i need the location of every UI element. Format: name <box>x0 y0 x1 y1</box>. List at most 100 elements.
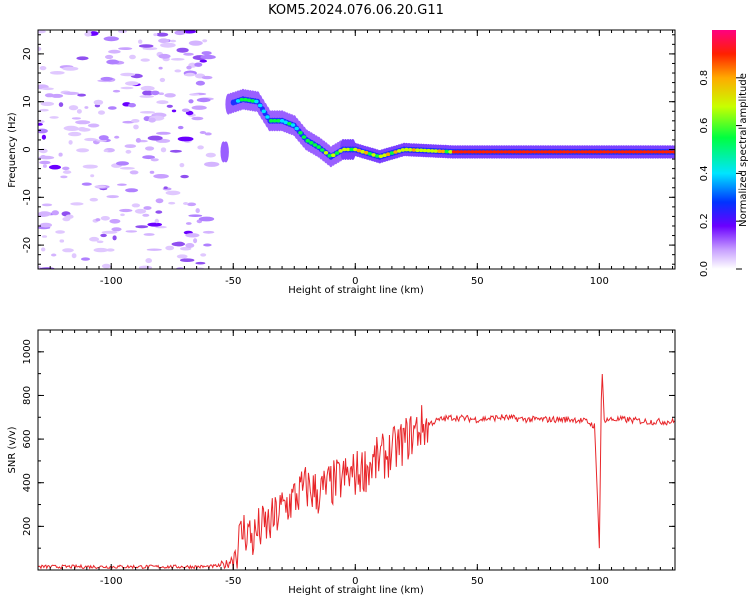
noise-speck <box>38 128 48 134</box>
noise-speck <box>138 39 143 44</box>
ridge-core <box>364 150 369 155</box>
ridge-core <box>638 150 643 154</box>
x-tick-label: 100 <box>590 276 609 287</box>
y-tick-label: 20 <box>22 48 33 61</box>
noise-speck <box>139 95 154 98</box>
noise-speck <box>41 235 48 238</box>
noise-speck <box>177 136 194 142</box>
noise-speck <box>160 42 176 48</box>
ridge-core <box>521 150 526 154</box>
snr-plot-area <box>38 330 675 570</box>
noise-speck <box>188 99 194 104</box>
ridge-core <box>301 135 307 139</box>
ridge-core <box>389 151 395 155</box>
noise-speck <box>68 140 73 145</box>
snr-panel: -100 -50 0 50 100 200 400 600 800 1000 Height of … <box>7 329 676 596</box>
noise-speck <box>186 65 192 70</box>
noise-speck <box>62 166 70 171</box>
ridge-core <box>462 150 468 154</box>
ridge-core <box>602 150 607 154</box>
noise-speck <box>77 93 86 97</box>
noise-speck <box>70 202 84 206</box>
noise-speck <box>68 105 79 111</box>
ridge-core <box>309 141 314 145</box>
noise-speck <box>140 85 155 91</box>
ridge-core <box>378 154 384 159</box>
noise-speck <box>188 214 203 217</box>
ridge-core <box>426 148 431 153</box>
noise-speck <box>198 216 215 222</box>
noise-speck <box>183 52 194 56</box>
colorbar: 0.0 0.2 0.4 0.6 0.8 Normalized spectral ampl… <box>699 30 749 277</box>
ridge-core <box>547 150 552 154</box>
noise-speck <box>98 110 105 115</box>
noise-speck <box>106 59 120 65</box>
noise-speck <box>195 80 205 86</box>
noise-speck <box>149 170 155 174</box>
snr-ticks: -100 -50 0 50 100 200 400 600 800 1000 <box>22 329 675 587</box>
noise-speck <box>100 76 113 81</box>
noise-speck <box>100 233 107 238</box>
noise-speck <box>38 211 52 217</box>
noise-speck <box>202 39 208 43</box>
noise-speck <box>158 53 171 59</box>
noise-speck <box>202 230 215 234</box>
noise-speck <box>50 93 64 98</box>
ridge-core <box>243 97 248 102</box>
noise-speck <box>205 152 216 158</box>
noise-speck <box>109 219 121 224</box>
colorbar-tick-label: 0.2 <box>699 213 710 229</box>
ridge-core <box>246 98 252 103</box>
ridge-core <box>580 150 585 154</box>
noise-speck <box>39 222 52 228</box>
noise-speck <box>103 149 109 153</box>
ridge-core <box>342 147 347 152</box>
ridge-core <box>316 145 321 149</box>
noise-speck <box>142 90 154 96</box>
noise-speck <box>164 93 176 98</box>
ridge-core <box>646 150 651 154</box>
noise-speck <box>182 30 196 34</box>
ridge-core <box>323 151 329 155</box>
ridge-core <box>345 147 351 152</box>
ridge-core <box>550 150 556 154</box>
ridge-core <box>455 150 460 154</box>
noise-speck <box>58 102 64 107</box>
noise-speck <box>94 104 101 108</box>
noise-speck <box>134 208 147 214</box>
noise-speck <box>38 155 55 160</box>
x-tick-label: 50 <box>471 576 484 587</box>
noise-speck <box>200 54 216 60</box>
colorbar-tick-label: 0.6 <box>699 118 710 134</box>
noise-speck <box>98 135 109 141</box>
ridge-core <box>279 119 285 123</box>
noise-speck <box>71 253 77 259</box>
noise-speck <box>169 39 177 43</box>
noise-speck <box>200 253 207 257</box>
ridge-core <box>514 150 519 154</box>
noise-speck <box>204 132 212 136</box>
ridge-core <box>448 150 453 154</box>
noise-speck <box>147 222 162 227</box>
ridge-core <box>349 147 354 152</box>
noise-speck <box>166 104 173 108</box>
ridge-core <box>294 126 299 131</box>
ridge-core <box>430 149 435 153</box>
y-tick-label: 1000 <box>22 339 33 364</box>
noise-speck <box>150 90 160 96</box>
ridge-core <box>272 119 277 123</box>
colorbar-tick-label: 0.8 <box>699 70 710 86</box>
ridge-core <box>320 148 325 152</box>
noise-speck <box>176 254 188 259</box>
noise-speck <box>49 164 61 170</box>
ridge-core <box>473 150 479 154</box>
ridge-core <box>305 138 310 143</box>
noise-speck <box>101 263 111 269</box>
ridge-core <box>254 99 259 104</box>
noise-speck <box>188 40 203 46</box>
noise-speck <box>49 71 65 75</box>
ridge-core <box>613 150 618 154</box>
noise-speck <box>131 119 140 123</box>
noise-speck <box>103 36 120 42</box>
ridge-core <box>583 150 589 154</box>
